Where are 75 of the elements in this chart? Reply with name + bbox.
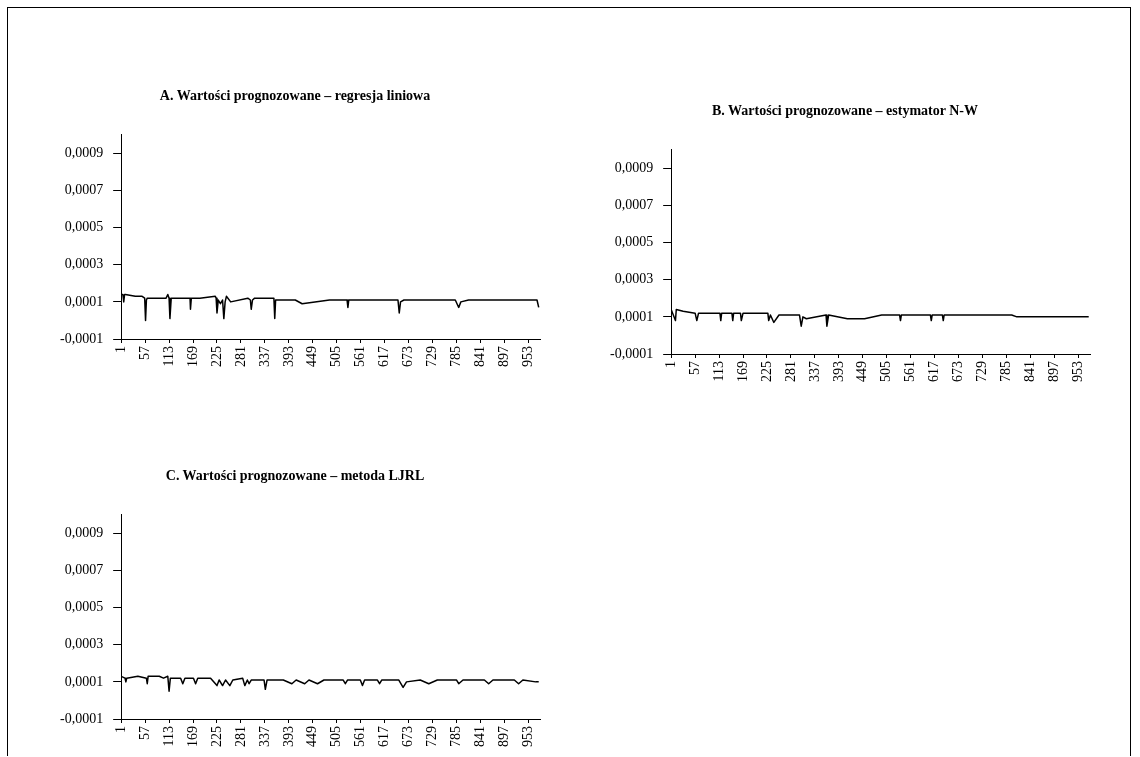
x-tick-label: 1 — [112, 726, 128, 733]
y-tick-label: -0,0001 — [59, 710, 104, 726]
x-tick-label: 337 — [806, 361, 822, 382]
x-tick-label: 841 — [1022, 361, 1038, 382]
x-tick-label: 1 — [662, 361, 678, 368]
y-tick-label: 0,0003 — [64, 636, 104, 652]
x-tick-label: 673 — [400, 346, 416, 367]
chart-title: A. Wartości prognozowane – regresja liniowa — [159, 88, 431, 104]
x-tick-label: 729 — [974, 361, 990, 382]
x-tick-label: 561 — [902, 361, 918, 382]
x-tick-label: 729 — [424, 726, 440, 747]
x-tick-label: 225 — [758, 361, 774, 382]
x-tick-label: 897 — [496, 346, 512, 367]
x-tick-label: 617 — [376, 346, 392, 367]
x-tick-label: 113 — [160, 346, 176, 367]
x-tick-label: 337 — [256, 346, 272, 367]
x-tick-label: 841 — [472, 726, 488, 747]
x-tick-label: 617 — [926, 361, 942, 382]
y-tick-label: 0,0005 — [64, 219, 104, 235]
x-tick-label: 225 — [208, 726, 224, 747]
x-tick-label: 57 — [136, 726, 152, 740]
x-tick-label: 113 — [710, 361, 726, 382]
x-tick-label: 393 — [830, 361, 846, 382]
x-tick-label: 169 — [184, 346, 200, 367]
y-tick-label: 0,0009 — [64, 145, 104, 161]
x-tick-label: 1 — [112, 346, 128, 353]
x-tick-label: 953 — [520, 726, 536, 747]
y-tick-label: 0,0001 — [64, 673, 104, 689]
y-tick-label: 0,0005 — [614, 234, 654, 250]
y-tick-label: 0,0005 — [64, 599, 104, 615]
x-tick-label: 281 — [232, 726, 248, 747]
x-tick-label: 897 — [1046, 361, 1062, 382]
y-tick-label: 0,0009 — [614, 160, 654, 176]
chart-title: C. Wartości prognozowane – metoda LJRL — [165, 468, 425, 484]
x-tick-label: 449 — [304, 346, 320, 367]
y-tick-label: 0,0007 — [64, 562, 104, 578]
x-tick-label: 785 — [448, 726, 464, 747]
x-tick-label: 505 — [328, 726, 344, 747]
y-tick-label: 0,0009 — [64, 525, 104, 541]
x-tick-label: 505 — [328, 346, 344, 367]
y-tick-label: 0,0003 — [614, 271, 654, 287]
y-tick-label: 0,0003 — [64, 256, 104, 272]
x-tick-label: 393 — [280, 346, 296, 367]
y-tick-label: 0,0007 — [614, 197, 654, 213]
x-tick-label: 505 — [878, 361, 894, 382]
x-tick-label: 673 — [950, 361, 966, 382]
x-tick-label: 57 — [686, 361, 702, 375]
x-tick-label: 953 — [520, 346, 536, 367]
x-tick-label: 953 — [1070, 361, 1086, 382]
chart-title: B. Wartości prognozowane – estymator N-W — [712, 103, 978, 119]
x-tick-label: 393 — [280, 726, 296, 747]
x-tick-label: 561 — [352, 346, 368, 367]
x-tick-label: 281 — [232, 346, 248, 367]
x-tick-label: 841 — [472, 346, 488, 367]
x-tick-label: 169 — [734, 361, 750, 382]
x-tick-label: 449 — [854, 361, 870, 382]
x-tick-label: 785 — [998, 361, 1014, 382]
y-tick-label: -0,0001 — [609, 345, 654, 361]
y-tick-label: -0,0001 — [59, 330, 104, 346]
x-tick-label: 225 — [208, 346, 224, 367]
y-tick-label: 0,0001 — [64, 293, 104, 309]
x-tick-label: 561 — [352, 726, 368, 747]
y-tick-label: 0,0001 — [614, 308, 654, 324]
x-tick-label: 113 — [160, 726, 176, 747]
x-tick-label: 449 — [304, 726, 320, 747]
x-tick-label: 57 — [136, 346, 152, 360]
y-tick-label: 0,0007 — [64, 182, 104, 198]
x-tick-label: 897 — [496, 726, 512, 747]
x-tick-label: 281 — [782, 361, 798, 382]
x-tick-label: 337 — [256, 726, 272, 747]
x-tick-label: 785 — [448, 346, 464, 367]
x-tick-label: 617 — [376, 726, 392, 747]
x-tick-label: 673 — [400, 726, 416, 747]
x-tick-label: 729 — [424, 346, 440, 367]
x-tick-label: 169 — [184, 726, 200, 747]
